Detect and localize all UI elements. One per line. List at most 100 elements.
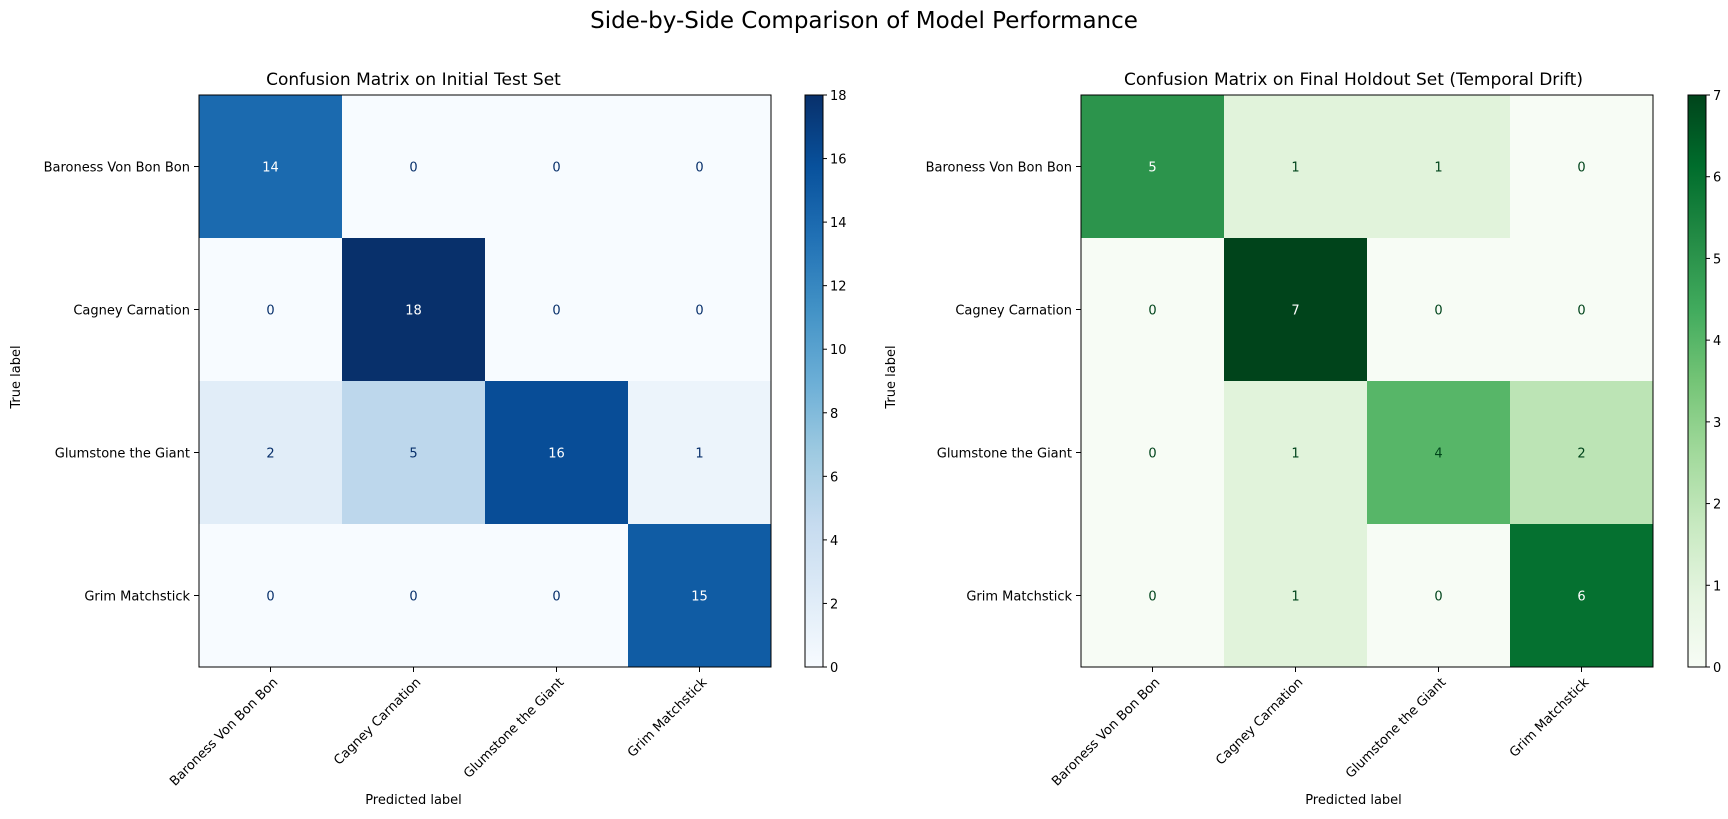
y-tick-label: Baroness Von Bon Bon — [926, 161, 1072, 176]
x-tick-label: Cagney Carnation — [331, 675, 424, 768]
colorbar-tick-label: 5 — [1713, 252, 1721, 267]
cell-value-label: 0 — [1148, 590, 1156, 605]
colorbar-tick-label: 2 — [1713, 498, 1721, 513]
heatmap-cell-r2-c2 — [485, 381, 629, 525]
heatmap-cell-r3-c0 — [199, 524, 343, 668]
cell-value-label: 0 — [1577, 161, 1585, 176]
colorbar-tick-label: 4 — [830, 534, 838, 549]
heatmap-cell-r1-c1 — [342, 238, 486, 382]
heatmap-cell-r0-c0 — [199, 95, 343, 239]
figure-suptitle: Side-by-Side Comparison of Model Perform… — [590, 8, 1138, 34]
colorbar-tick-label: 16 — [830, 153, 847, 168]
colorbar-tick-label: 6 — [830, 470, 838, 485]
heatmap-cell-r2-c1 — [342, 381, 486, 525]
cell-value-label: 2 — [1577, 447, 1585, 462]
heatmap-cell-r3-c2 — [1367, 524, 1511, 668]
heatmap-cells — [1081, 95, 1654, 668]
heatmap-cell-r1-c2 — [1367, 238, 1511, 382]
y-axis-label: True label — [9, 345, 24, 409]
y-tick-label: Glumstone the Giant — [55, 447, 190, 462]
plot-frame — [1080, 94, 1654, 668]
y-tick-label: Cagney Carnation — [73, 304, 190, 319]
chart-title: Confusion Matrix on Final Holdout Set (T… — [1124, 70, 1583, 90]
heatmap-cell-r0-c0 — [1081, 95, 1225, 239]
cell-value-label: 1 — [695, 447, 703, 462]
colorbar-gradient — [1687, 94, 1707, 668]
colorbar-tick-label: 1 — [1713, 579, 1721, 594]
cell-value-label: 0 — [695, 304, 703, 319]
colorbar-tick-label: 3 — [1713, 416, 1721, 431]
cell-value-label: 14 — [262, 161, 279, 176]
chart-title: Confusion Matrix on Initial Test Set — [266, 70, 561, 90]
heatmap-cell-r3-c3 — [1510, 524, 1654, 668]
heatmap-cell-r2-c2 — [1367, 381, 1511, 525]
x-tick-label: Baroness Von Bon Bon — [167, 675, 281, 789]
x-tick-label: Glumstone the Giant — [461, 675, 567, 781]
heatmap-cell-r0-c1 — [342, 95, 486, 239]
colorbar: 0 1 2 3 4 5 6 7 — [1687, 89, 1721, 676]
colorbar-tick-label: 0 — [1713, 661, 1721, 676]
cell-value-label: 1 — [1291, 161, 1299, 176]
cell-value-label: 15 — [691, 590, 708, 605]
heatmap-cell-r3-c3 — [628, 524, 772, 668]
cell-value-label: 1 — [1291, 590, 1299, 605]
cell-value-label: 0 — [266, 590, 274, 605]
cell-value-label: 0 — [266, 304, 274, 319]
heatmap-cell-r1-c1 — [1224, 238, 1368, 382]
colorbar-gradient — [804, 94, 824, 668]
cell-value-label: 0 — [552, 161, 560, 176]
x-tick-label: Glumstone the Giant — [1343, 675, 1449, 781]
y-tick-label: Grim Matchstick — [966, 590, 1072, 605]
cell-value-label: 4 — [1434, 447, 1442, 462]
x-axis-label: Predicted label — [1305, 793, 1402, 808]
heatmap-annotations: 5 1 1 0 0 7 0 0 0 1 4 2 0 1 0 6 — [1148, 161, 1585, 605]
colorbar-tick-label: 6 — [1713, 171, 1721, 186]
heatmap-annotations: 14 0 0 0 0 18 0 0 2 5 16 1 0 0 0 15 — [262, 161, 708, 605]
colorbar-tick-label: 14 — [830, 216, 847, 231]
heatmap-cell-r3-c1 — [1224, 524, 1368, 668]
heatmap-cell-r2-c3 — [628, 381, 772, 525]
cell-value-label: 1 — [1291, 447, 1299, 462]
y-tick-label: Cagney Carnation — [955, 304, 1072, 319]
heatmap-cell-r2-c3 — [1510, 381, 1654, 525]
cell-value-label: 0 — [409, 590, 417, 605]
heatmap-cell-r1-c3 — [1510, 238, 1654, 382]
heatmap-cell-r0-c2 — [485, 95, 629, 239]
cell-value-label: 0 — [1577, 304, 1585, 319]
heatmap-cell-r3-c1 — [342, 524, 486, 668]
cell-value-label: 0 — [552, 590, 560, 605]
plot-frame — [198, 94, 772, 668]
cell-value-label: 0 — [552, 304, 560, 319]
colorbar-tick-label: 4 — [1713, 334, 1721, 349]
heatmap-cell-r1-c0 — [199, 238, 343, 382]
colorbar-tick-label: 7 — [1713, 89, 1721, 104]
heatmap-cell-r2-c0 — [199, 381, 343, 525]
cell-value-label: 0 — [1148, 447, 1156, 462]
heatmap-cell-r0-c3 — [628, 95, 772, 239]
heatmap-cell-r0-c3 — [1510, 95, 1654, 239]
cell-value-label: 2 — [266, 447, 274, 462]
heatmap-cell-r3-c2 — [485, 524, 629, 668]
cell-value-label: 0 — [1434, 590, 1442, 605]
heatmap-cell-r0-c2 — [1367, 95, 1511, 239]
x-axis-label: Predicted label — [365, 793, 462, 808]
colorbar-tick-label: 10 — [830, 343, 847, 358]
colorbar-tick-label: 2 — [830, 597, 838, 612]
heatmap-cell-r2-c0 — [1081, 381, 1225, 525]
cell-value-label: 6 — [1577, 590, 1585, 605]
cell-value-label: 5 — [409, 447, 417, 462]
heatmap-cell-r2-c1 — [1224, 381, 1368, 525]
cell-value-label: 7 — [1291, 304, 1299, 319]
cell-value-label: 18 — [405, 304, 422, 319]
heatmap-cell-r1-c2 — [485, 238, 629, 382]
cell-value-label: 0 — [1148, 304, 1156, 319]
y-tick-label: Glumstone the Giant — [937, 447, 1072, 462]
cell-value-label: 16 — [548, 447, 565, 462]
colorbar-tick-label: 18 — [830, 89, 847, 104]
cell-value-label: 0 — [695, 161, 703, 176]
heatmap-cell-r1-c0 — [1081, 238, 1225, 382]
y-axis-label: True label — [884, 345, 899, 409]
y-tick-label: Grim Matchstick — [84, 590, 190, 605]
colorbar: 0 2 4 6 8 10 12 14 16 18 — [804, 89, 847, 676]
